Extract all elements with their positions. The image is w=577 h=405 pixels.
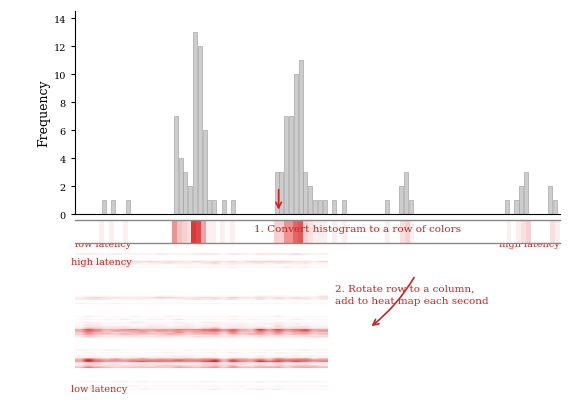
Bar: [313, 201, 317, 215]
Text: low latency: low latency: [70, 384, 127, 392]
Bar: [207, 201, 211, 215]
Bar: [203, 131, 207, 215]
Bar: [284, 117, 288, 215]
Bar: [102, 201, 106, 215]
Y-axis label: Frequency: Frequency: [38, 80, 51, 147]
Bar: [304, 173, 308, 215]
Bar: [308, 187, 312, 215]
Text: 1. Convert histogram to a row of colors: 1. Convert histogram to a row of colors: [254, 225, 461, 234]
Bar: [126, 201, 130, 215]
Bar: [385, 201, 389, 215]
Bar: [298, 61, 302, 215]
Bar: [404, 173, 408, 215]
Text: 2. Rotate row to a column,
add to heat map each second: 2. Rotate row to a column, add to heat m…: [335, 284, 488, 305]
Bar: [505, 201, 509, 215]
Bar: [289, 117, 293, 215]
Bar: [318, 201, 322, 215]
Bar: [212, 201, 216, 215]
Bar: [399, 187, 403, 215]
Bar: [231, 201, 235, 215]
Bar: [279, 173, 283, 215]
Bar: [222, 201, 226, 215]
Bar: [183, 173, 188, 215]
Bar: [515, 201, 519, 215]
Bar: [294, 75, 298, 215]
Bar: [188, 187, 192, 215]
Bar: [553, 201, 557, 215]
Bar: [548, 187, 552, 215]
Bar: [198, 47, 202, 215]
Bar: [275, 173, 279, 215]
Bar: [332, 201, 336, 215]
Bar: [409, 201, 413, 215]
Text: high latency: high latency: [499, 240, 560, 249]
Bar: [178, 159, 183, 215]
Text: high latency: high latency: [70, 258, 131, 266]
Bar: [519, 187, 523, 215]
Bar: [342, 201, 346, 215]
Bar: [111, 201, 115, 215]
Bar: [193, 33, 197, 215]
Bar: [323, 201, 327, 215]
Bar: [174, 117, 178, 215]
Text: low latency: low latency: [75, 240, 131, 249]
Bar: [524, 173, 528, 215]
